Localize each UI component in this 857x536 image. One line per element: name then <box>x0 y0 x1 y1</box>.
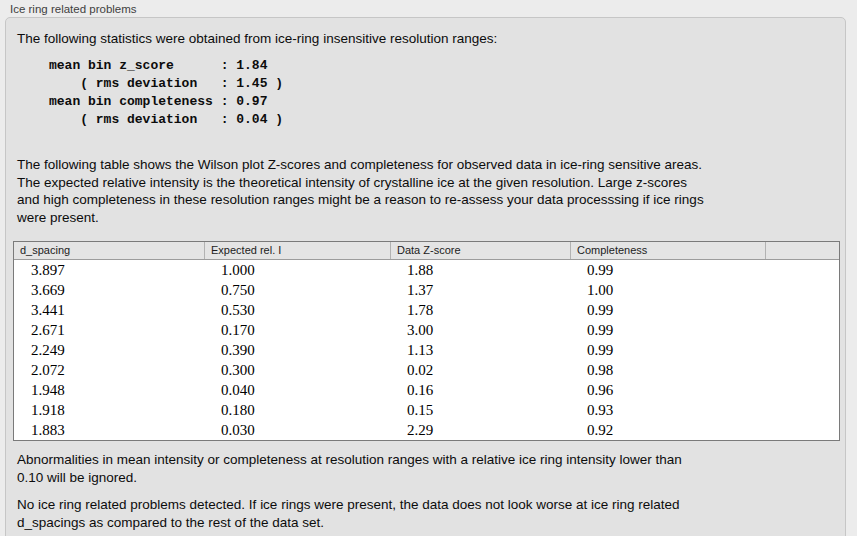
table-cell: 0.93 <box>570 400 765 420</box>
table-cell: 3.897 <box>14 260 204 280</box>
table-cell: 0.390 <box>204 340 390 360</box>
table-cell: 0.99 <box>570 260 765 280</box>
table-row[interactable]: 2.2490.3901.130.99 <box>14 340 839 360</box>
table-cell: 0.99 <box>570 340 765 360</box>
table-cell: 1.918 <box>14 400 204 420</box>
intro-text: The following statistics were obtained f… <box>17 30 839 48</box>
column-header-expected-rel-i[interactable]: Expected rel. I <box>204 242 390 259</box>
table-cell-filler <box>765 300 839 320</box>
table-cell-filler <box>765 400 839 420</box>
table-cell: 0.98 <box>570 360 765 380</box>
table-header-filler <box>765 242 839 259</box>
footnote-conclusion: No ice ring related problems detected. I… <box>17 496 839 531</box>
table-header-row: d_spacing Expected rel. I Data Z-score C… <box>14 242 839 260</box>
description-text: The following table shows the Wilson plo… <box>17 156 839 226</box>
table-row[interactable]: 1.9480.0400.160.96 <box>14 380 839 400</box>
table-cell: 1.13 <box>390 340 570 360</box>
ice-ring-panel: The following statistics were obtained f… <box>5 17 846 536</box>
table-cell: 0.96 <box>570 380 765 400</box>
table-row[interactable]: 2.6710.1703.000.99 <box>14 320 839 340</box>
table-cell-filler <box>765 280 839 300</box>
table-cell: 0.170 <box>204 320 390 340</box>
table-row[interactable]: 3.8971.0001.880.99 <box>14 260 839 280</box>
table-row[interactable]: 2.0720.3000.020.98 <box>14 360 839 380</box>
groupbox-title: Ice ring related problems <box>10 3 137 15</box>
table-cell: 2.249 <box>14 340 204 360</box>
table-cell: 0.300 <box>204 360 390 380</box>
table-cell: 0.02 <box>390 360 570 380</box>
column-header-d-spacing[interactable]: d_spacing <box>14 242 204 259</box>
table-cell: 0.92 <box>570 420 765 440</box>
ice-ring-table: d_spacing Expected rel. I Data Z-score C… <box>13 241 840 441</box>
table-row[interactable]: 1.8830.0302.290.92 <box>14 420 839 440</box>
table-cell: 2.671 <box>14 320 204 340</box>
table-cell: 3.441 <box>14 300 204 320</box>
stats-block: mean bin z_score : 1.84 ( rms deviation … <box>49 57 283 129</box>
table-cell-filler <box>765 320 839 340</box>
table-cell: 0.180 <box>204 400 390 420</box>
table-cell-filler <box>765 260 839 280</box>
table-cell-filler <box>765 420 839 440</box>
column-header-data-z-score[interactable]: Data Z-score <box>390 242 570 259</box>
table-cell: 1.78 <box>390 300 570 320</box>
table-cell: 0.15 <box>390 400 570 420</box>
table-row[interactable]: 3.6690.7501.371.00 <box>14 280 839 300</box>
table-row[interactable]: 3.4410.5301.780.99 <box>14 300 839 320</box>
table-cell-filler <box>765 360 839 380</box>
table-cell: 0.16 <box>390 380 570 400</box>
table-cell: 1.37 <box>390 280 570 300</box>
table-body: 3.8971.0001.880.993.6690.7501.371.003.44… <box>14 260 839 440</box>
table-cell: 0.040 <box>204 380 390 400</box>
table-cell: 0.750 <box>204 280 390 300</box>
table-cell: 3.669 <box>14 280 204 300</box>
table-row[interactable]: 1.9180.1800.150.93 <box>14 400 839 420</box>
footnote-ignore-threshold: Abnormalities in mean intensity or compl… <box>17 451 839 486</box>
table-cell: 1.948 <box>14 380 204 400</box>
table-cell: 2.072 <box>14 360 204 380</box>
table-cell: 3.00 <box>390 320 570 340</box>
table-cell: 0.99 <box>570 320 765 340</box>
table-cell: 0.530 <box>204 300 390 320</box>
table-cell-filler <box>765 340 839 360</box>
table-cell: 2.29 <box>390 420 570 440</box>
table-cell: 0.99 <box>570 300 765 320</box>
table-cell-filler <box>765 380 839 400</box>
table-cell: 1.00 <box>570 280 765 300</box>
table-cell: 1.000 <box>204 260 390 280</box>
table-cell: 0.030 <box>204 420 390 440</box>
table-cell: 1.88 <box>390 260 570 280</box>
app-background: { "panel": { "title": "Ice ring related … <box>0 0 857 536</box>
column-header-completeness[interactable]: Completeness <box>570 242 765 259</box>
table-cell: 1.883 <box>14 420 204 440</box>
